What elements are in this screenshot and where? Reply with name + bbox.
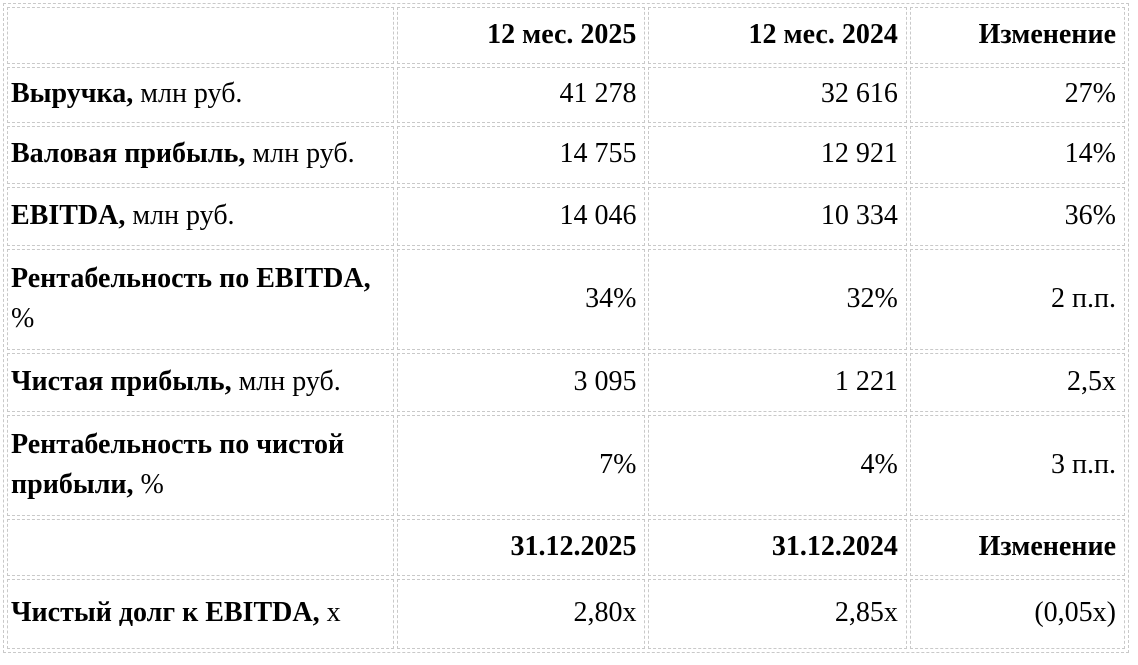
- cell-net-debt-ebitda-2024: 2,85х: [648, 579, 907, 649]
- table-row-net-profit: Чистая прибыль, млн руб. 3 095 1 221 2,5…: [7, 353, 1125, 412]
- row-label-net-profit-margin: Рентабельность по чистой прибыли, %: [7, 415, 395, 516]
- table-row-net-debt-ebitda: Чистый долг к EBITDA, х 2,80х 2,85х (0,0…: [7, 579, 1125, 649]
- cell-revenue-2024: 32 616: [648, 67, 907, 123]
- row-label-ebitda-margin: Рентабельность по EBITDA, %: [7, 249, 395, 350]
- table-row-ebitda: EBITDA, млн руб. 14 046 10 334 36%: [7, 187, 1125, 246]
- cell-ebitda-margin-change: 2 п.п.: [909, 249, 1125, 350]
- metric-unit: %: [133, 468, 164, 500]
- table-row-gross-profit: Валовая прибыль, млн руб. 14 755 12 921 …: [7, 126, 1125, 184]
- cell-ebitda-change: 36%: [909, 187, 1125, 246]
- cell-revenue-change: 27%: [909, 67, 1125, 123]
- row-label-gross-profit: Валовая прибыль, млн руб.: [7, 126, 395, 184]
- header-corner-cell: [7, 7, 395, 64]
- cell-net-profit-margin-change: 3 п.п.: [909, 415, 1125, 516]
- metric-unit: млн руб.: [245, 138, 355, 170]
- table-row-net-profit-margin: Рентабельность по чистой прибыли, % 7% 4…: [7, 415, 1125, 516]
- cell-net-profit-2025: 3 095: [397, 353, 646, 412]
- header-31-12-2024: 31.12.2024: [648, 519, 907, 576]
- metric-name: Рентабельность по чистой прибыли,: [11, 428, 345, 500]
- header2-corner-cell: [7, 519, 395, 576]
- cell-net-profit-margin-2024: 4%: [648, 415, 907, 516]
- header2-change: Изменение: [909, 519, 1125, 576]
- row-label-net-debt-ebitda: Чистый долг к EBITDA, х: [7, 579, 395, 649]
- cell-ebitda-2024: 10 334: [648, 187, 907, 246]
- cell-ebitda-2025: 14 046: [397, 187, 646, 246]
- cell-net-profit-margin-2025: 7%: [397, 415, 646, 516]
- metric-name: Выручка,: [11, 78, 134, 110]
- cell-ebitda-margin-2024: 32%: [648, 249, 907, 350]
- header-12m-2025: 12 мес. 2025: [397, 7, 646, 64]
- table-row-revenue: Выручка, млн руб. 41 278 32 616 27%: [7, 67, 1125, 123]
- header-12m-2024: 12 мес. 2024: [648, 7, 907, 64]
- metric-unit: млн руб.: [125, 199, 235, 231]
- metric-name: Чистая прибыль,: [11, 365, 232, 397]
- cell-gross-profit-change: 14%: [909, 126, 1125, 184]
- financial-results-table: 12 мес. 2025 12 мес. 2024 Изменение Выру…: [4, 4, 1128, 652]
- metric-unit: млн руб.: [133, 78, 243, 110]
- header-31-12-2025: 31.12.2025: [397, 519, 646, 576]
- cell-ebitda-margin-2025: 34%: [397, 249, 646, 350]
- metric-unit: х: [319, 597, 341, 629]
- metric-unit: млн руб.: [231, 365, 341, 397]
- header-change: Изменение: [909, 7, 1125, 64]
- cell-net-profit-2024: 1 221: [648, 353, 907, 412]
- cell-gross-profit-2025: 14 755: [397, 126, 646, 184]
- metric-name: Рентабельность по EBITDA,: [11, 262, 371, 294]
- cell-net-debt-ebitda-2025: 2,80х: [397, 579, 646, 649]
- metric-name: Чистый долг к EBITDA,: [11, 597, 320, 629]
- cell-net-debt-ebitda-change: (0,05х): [909, 579, 1125, 649]
- cell-revenue-2025: 41 278: [397, 67, 646, 123]
- date-header-row: 31.12.2025 31.12.2024 Изменение: [7, 519, 1125, 576]
- metric-name: Валовая прибыль,: [11, 138, 246, 170]
- cell-net-profit-change: 2,5х: [909, 353, 1125, 412]
- table-row-ebitda-margin: Рентабельность по EBITDA, % 34% 32% 2 п.…: [7, 249, 1125, 350]
- period-header-row: 12 мес. 2025 12 мес. 2024 Изменение: [7, 7, 1125, 64]
- row-label-ebitda: EBITDA, млн руб.: [7, 187, 395, 246]
- metric-unit: %: [11, 302, 35, 334]
- row-label-net-profit: Чистая прибыль, млн руб.: [7, 353, 395, 412]
- row-label-revenue: Выручка, млн руб.: [7, 67, 395, 123]
- financial-results-table-frame: 12 мес. 2025 12 мес. 2024 Изменение Выру…: [3, 3, 1129, 653]
- cell-gross-profit-2024: 12 921: [648, 126, 907, 184]
- metric-name: EBITDA,: [11, 199, 126, 231]
